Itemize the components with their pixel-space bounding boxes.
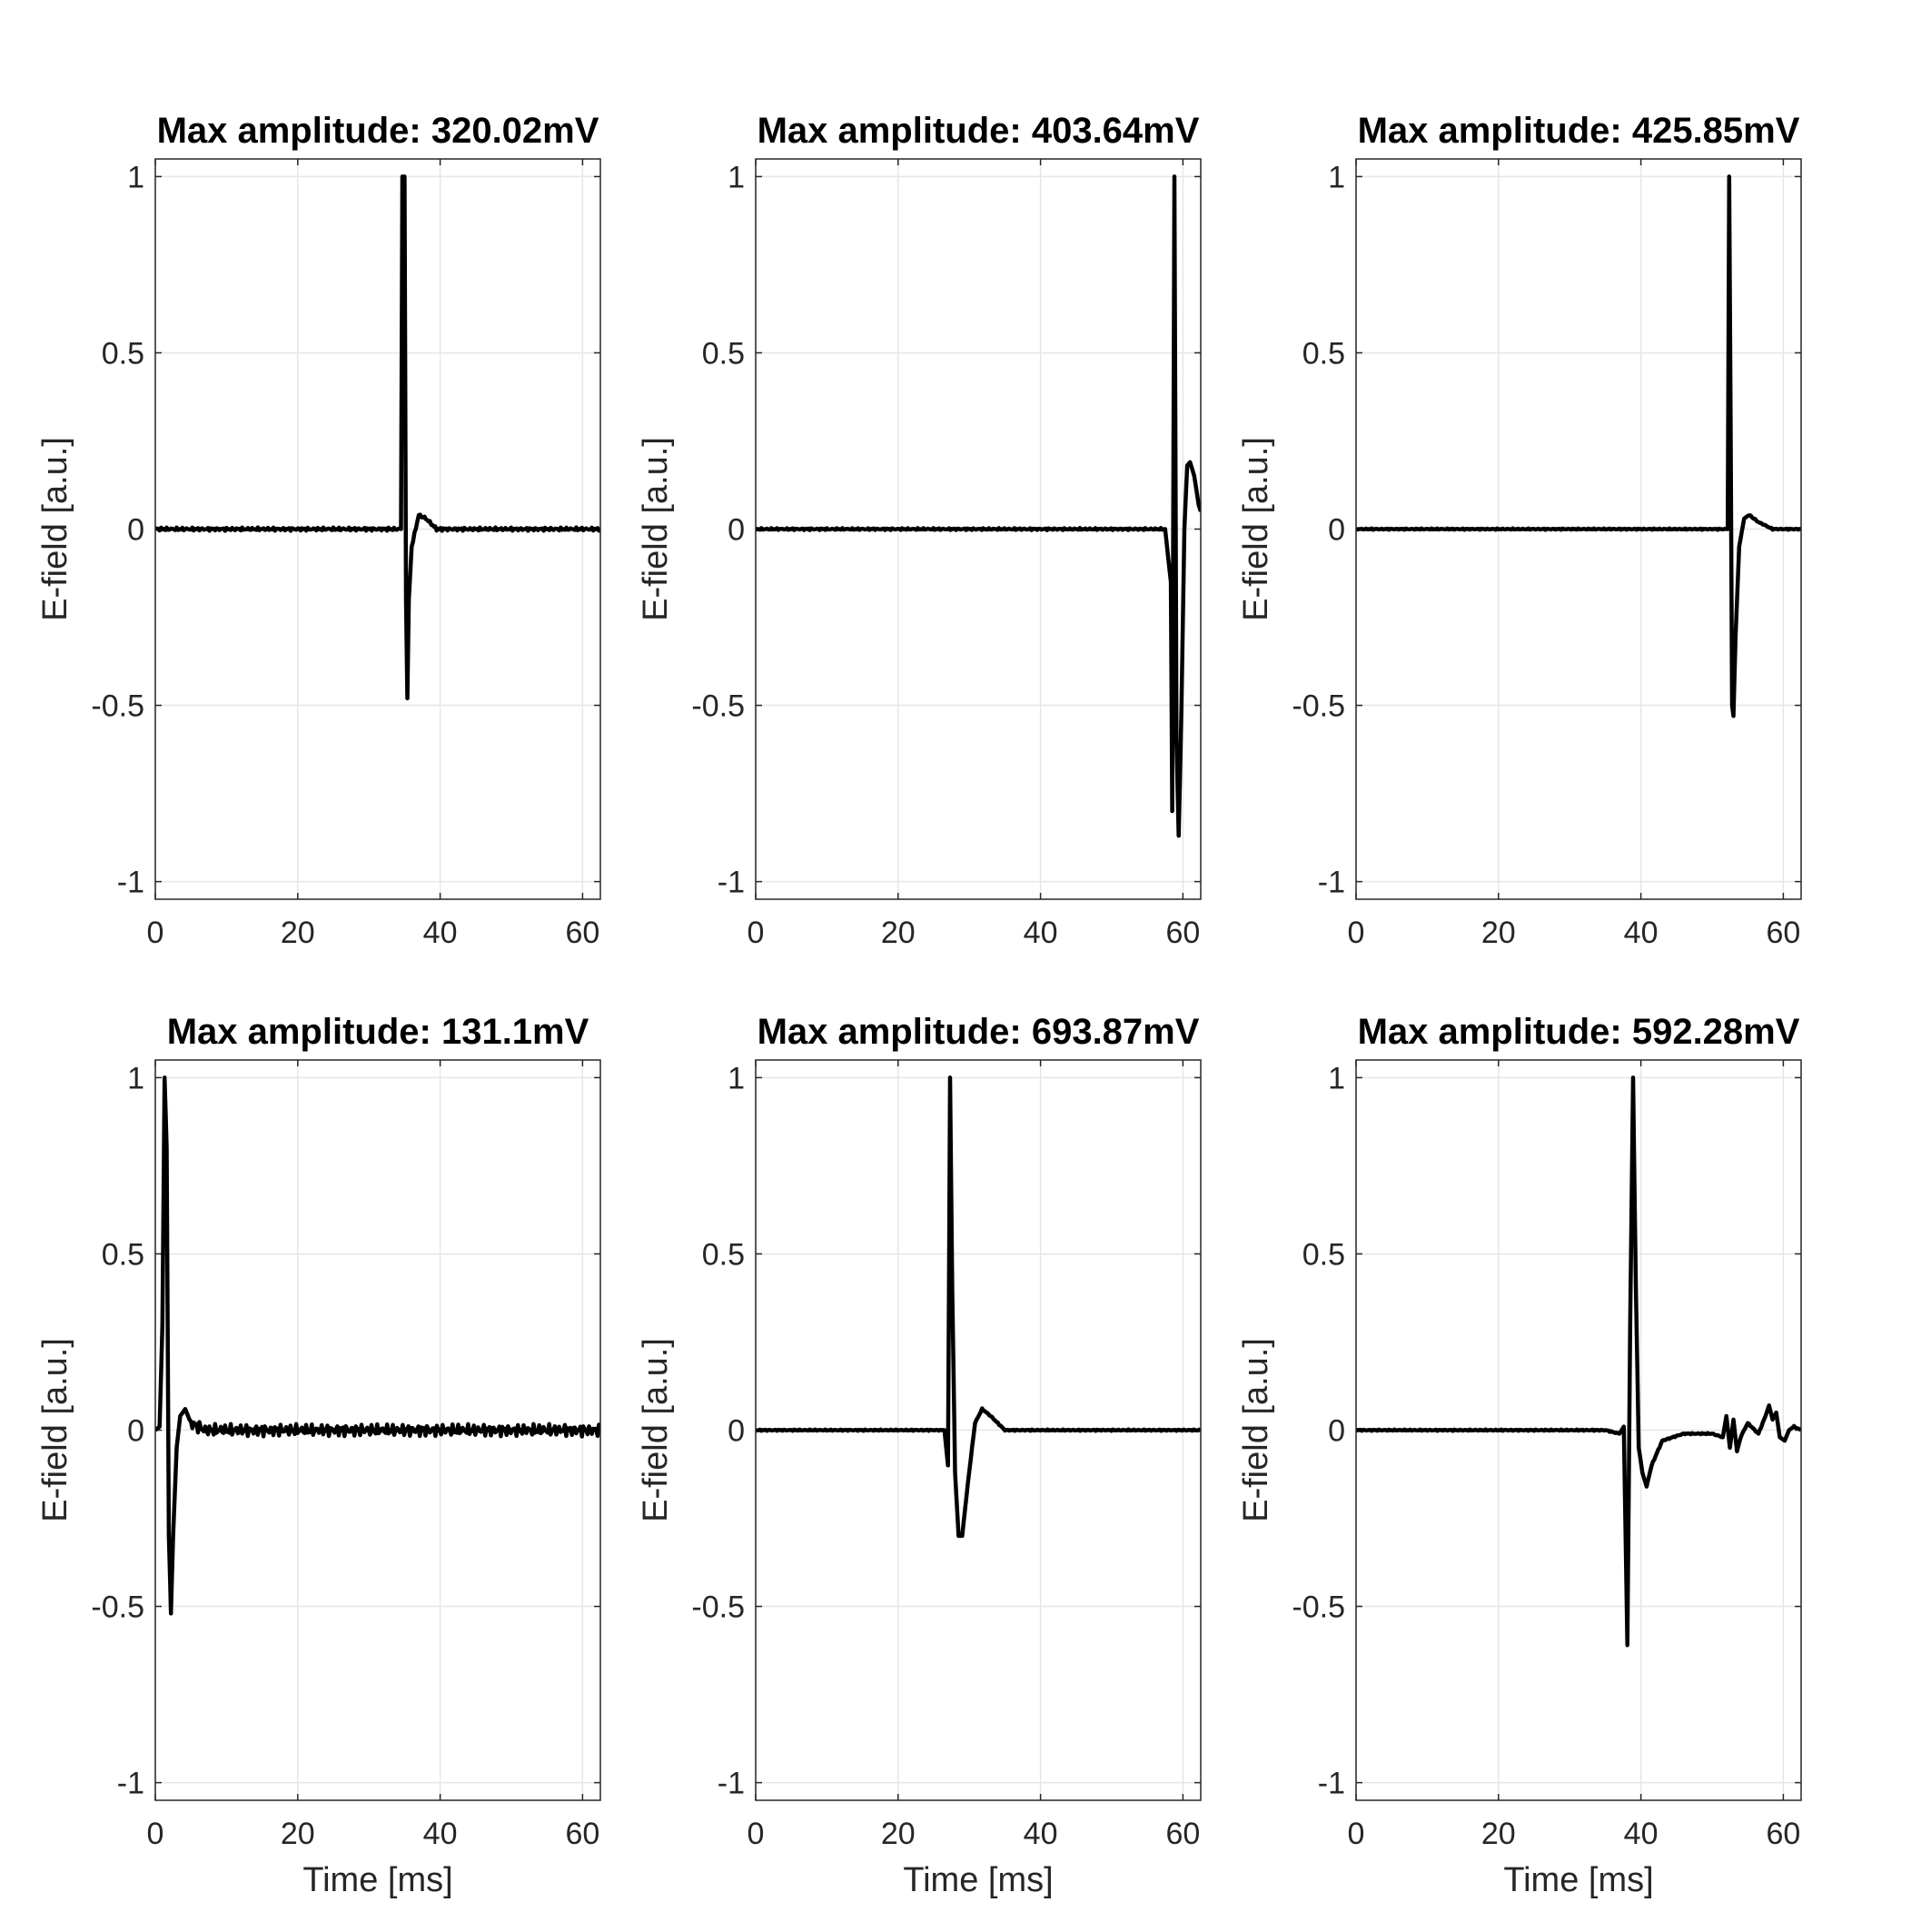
y-axis-label: E-field [a.u.] xyxy=(637,1338,675,1522)
subplot-title: Max amplitude: 425.85mV xyxy=(1358,111,1800,151)
y-tick-label: 0.5 xyxy=(1302,1237,1345,1272)
y-tick-label: -1 xyxy=(1318,1767,1345,1801)
x-tick-label: 20 xyxy=(1481,1817,1516,1851)
y-tick-label: -0.5 xyxy=(1292,1590,1345,1625)
series-line xyxy=(155,174,600,701)
x-tick-label: 60 xyxy=(1766,1817,1800,1851)
y-tick-label: 1 xyxy=(1328,160,1345,194)
y-axis-label: E-field [a.u.] xyxy=(637,437,675,621)
x-tick-label: 60 xyxy=(565,916,599,950)
y-tick-label: -0.5 xyxy=(1292,689,1345,724)
x-tick-label: 20 xyxy=(881,1817,916,1851)
subplot-title: Max amplitude: 592.28mV xyxy=(1358,1012,1800,1052)
y-axis-label: E-field [a.u.] xyxy=(1237,1338,1275,1522)
x-axis-label: Time [ms] xyxy=(1503,1861,1653,1899)
y-tick-label: -1 xyxy=(117,866,144,900)
y-tick-label: -0.5 xyxy=(91,689,144,724)
x-tick-label: 40 xyxy=(1624,916,1659,950)
y-tick-label: 0 xyxy=(1328,513,1345,548)
subplot-1: 0 20 40 60 -1 -0.5 0 0.5 1 Max amplitude: 320.02m… xyxy=(36,111,601,950)
y-axis-label: E-field [a.u.] xyxy=(1237,437,1275,621)
y-tick-label: -1 xyxy=(117,1767,144,1801)
y-tick-label: -0.5 xyxy=(91,1590,144,1625)
x-tick-label: 60 xyxy=(1165,916,1200,950)
x-tick-label: 0 xyxy=(147,1817,164,1851)
x-tick-label: 0 xyxy=(1348,916,1365,950)
y-tick-label: 0 xyxy=(127,513,144,548)
y-axis-label: E-field [a.u.] xyxy=(36,437,74,621)
x-tick-label: 20 xyxy=(281,916,315,950)
series-line xyxy=(756,174,1201,838)
subplot-title: Max amplitude: 131.1mV xyxy=(167,1012,589,1052)
x-tick-label: 0 xyxy=(748,916,765,950)
y-tick-label: 1 xyxy=(728,1061,745,1095)
x-tick-label: 0 xyxy=(147,916,164,950)
subplot-title: Max amplitude: 320.02mV xyxy=(157,111,599,151)
y-tick-label: 1 xyxy=(127,1061,144,1095)
axes-box xyxy=(1355,1059,1802,1801)
y-tick-label: -0.5 xyxy=(691,1590,745,1625)
series-line xyxy=(1356,174,1801,718)
y-tick-label: -0.5 xyxy=(691,689,745,724)
series-line xyxy=(1356,1075,1801,1648)
x-axis-label: Time [ms] xyxy=(903,1861,1053,1899)
x-tick-label: 40 xyxy=(423,916,458,950)
axes-box xyxy=(1355,158,1802,900)
axes-box xyxy=(755,158,1202,900)
x-tick-label: 60 xyxy=(1766,916,1800,950)
subplot-3: 0 20 40 60 -1 -0.5 0 0.5 1 Max amplitude: 425.85m… xyxy=(1237,111,1802,950)
y-tick-label: 1 xyxy=(1328,1061,1345,1095)
y-axis-label: E-field [a.u.] xyxy=(36,1338,74,1522)
y-tick-label: 0.5 xyxy=(702,1237,745,1272)
x-tick-label: 60 xyxy=(1165,1817,1200,1851)
subplot-title: Max amplitude: 693.87mV xyxy=(758,1012,1200,1052)
x-tick-label: 40 xyxy=(1624,1817,1659,1851)
subplot-4: 0 20 40 60 -1 -0.5 0 0.5 1 Max amplitude: 131.1mV… xyxy=(36,1012,601,1899)
y-tick-label: 1 xyxy=(728,160,745,194)
x-tick-label: 20 xyxy=(1481,916,1516,950)
y-tick-label: 0.5 xyxy=(102,336,144,371)
y-tick-label: 0.5 xyxy=(102,1237,144,1272)
x-tick-label: 20 xyxy=(881,916,916,950)
series-line xyxy=(756,1075,1201,1539)
axes-box xyxy=(154,158,601,900)
axes-box xyxy=(755,1059,1202,1801)
y-tick-label: -1 xyxy=(718,866,745,900)
y-tick-label: 1 xyxy=(127,160,144,194)
x-axis-label: Time [ms] xyxy=(302,1861,452,1899)
subplot-2: 0 20 40 60 -1 -0.5 0 0.5 1 Max amplitude: 403.64m… xyxy=(637,111,1202,950)
y-tick-label: 0 xyxy=(728,513,745,548)
subplot-5: 0 20 40 60 -1 -0.5 0 0.5 1 Max amplitude: 693.87m… xyxy=(637,1012,1202,1899)
y-tick-label: 0 xyxy=(728,1414,745,1449)
x-tick-label: 60 xyxy=(565,1817,599,1851)
y-tick-label: 0 xyxy=(1328,1414,1345,1449)
x-tick-label: 20 xyxy=(281,1817,315,1851)
y-tick-label: -1 xyxy=(718,1767,745,1801)
y-tick-label: -1 xyxy=(1318,866,1345,900)
x-tick-label: 0 xyxy=(748,1817,765,1851)
series-line xyxy=(155,1075,600,1616)
x-tick-label: 0 xyxy=(1348,1817,1365,1851)
axes-box xyxy=(154,1059,601,1801)
y-tick-label: 0 xyxy=(127,1414,144,1449)
subplot-title: Max amplitude: 403.64mV xyxy=(758,111,1200,151)
x-tick-label: 40 xyxy=(1024,1817,1058,1851)
subplot-6: 0 20 40 60 -1 -0.5 0 0.5 1 Max amplitude: 592.28m… xyxy=(1237,1012,1802,1899)
y-tick-label: 0.5 xyxy=(1302,336,1345,371)
y-tick-label: 0.5 xyxy=(702,336,745,371)
x-tick-label: 40 xyxy=(1024,916,1058,950)
x-tick-label: 40 xyxy=(423,1817,458,1851)
